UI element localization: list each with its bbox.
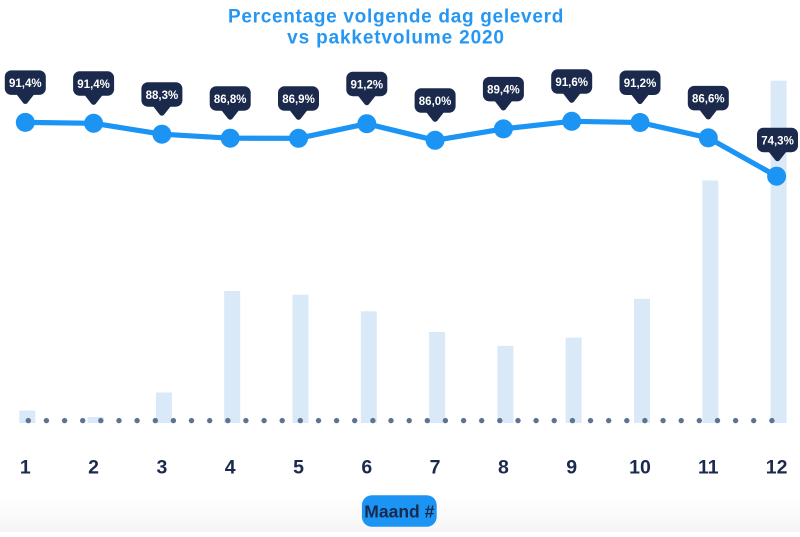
- svg-text:11: 11: [698, 457, 719, 479]
- svg-text:91,2%: 91,2%: [350, 79, 383, 91]
- svg-text:88,3%: 88,3%: [146, 90, 179, 102]
- svg-text:91,2%: 91,2%: [624, 78, 657, 90]
- svg-text:2: 2: [88, 457, 99, 479]
- svg-text:8: 8: [498, 457, 509, 479]
- svg-text:5: 5: [293, 457, 304, 479]
- svg-text:89,4%: 89,4%: [487, 85, 520, 97]
- svg-text:1: 1: [20, 457, 31, 479]
- svg-text:9: 9: [566, 457, 577, 479]
- svg-text:74,3%: 74,3%: [761, 135, 794, 147]
- svg-text:6: 6: [361, 457, 372, 479]
- svg-text:91,4%: 91,4%: [77, 79, 110, 91]
- svg-text:86,6%: 86,6%: [692, 94, 725, 106]
- svg-text:10: 10: [629, 457, 651, 479]
- svg-text:91,4%: 91,4%: [9, 78, 42, 90]
- svg-text:86,9%: 86,9%: [282, 94, 315, 106]
- svg-text:3: 3: [156, 457, 167, 479]
- svg-text:vs pakketvolume 2020: vs pakketvolume 2020: [287, 28, 505, 49]
- svg-text:4: 4: [225, 457, 236, 479]
- svg-text:Maand #: Maand #: [364, 502, 434, 522]
- svg-text:86,0%: 86,0%: [419, 96, 452, 108]
- svg-text:91,6%: 91,6%: [555, 77, 588, 89]
- svg-text:7: 7: [430, 457, 441, 479]
- svg-text:12: 12: [766, 457, 788, 479]
- svg-text:Percentage volgende dag geleve: Percentage volgende dag geleverd: [228, 7, 564, 28]
- svg-text:86,8%: 86,8%: [214, 94, 247, 106]
